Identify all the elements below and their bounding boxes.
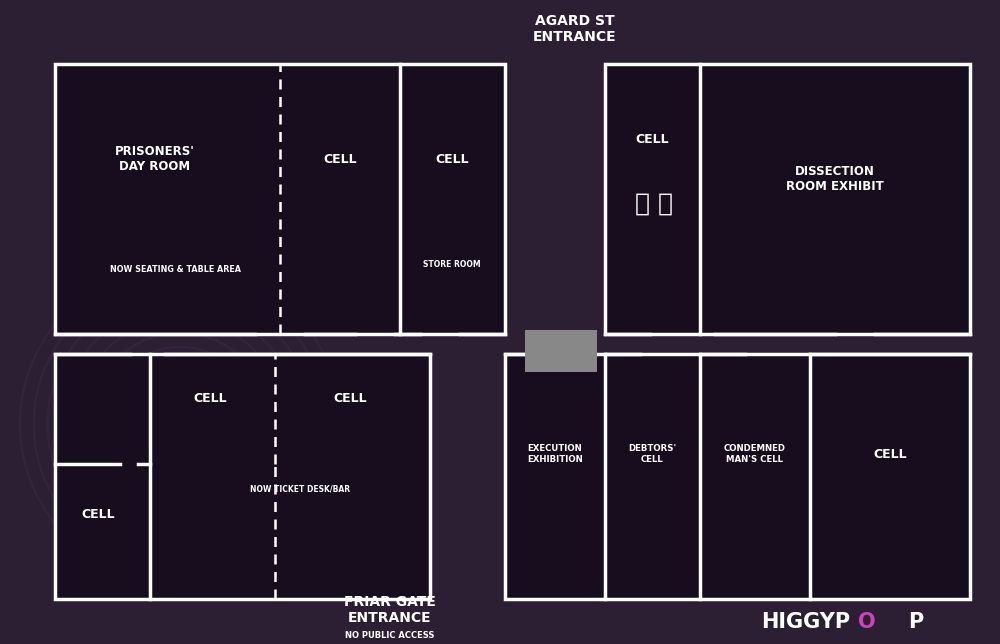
Text: ⚹: ⚹ bbox=[635, 192, 650, 216]
Text: CELL: CELL bbox=[193, 392, 227, 406]
Text: HIGGYP: HIGGYP bbox=[761, 612, 850, 632]
Text: CELL: CELL bbox=[873, 448, 907, 460]
Bar bbox=[505, 354, 970, 599]
Text: CELL: CELL bbox=[635, 133, 669, 146]
Bar bbox=[55, 354, 430, 599]
Text: CELL: CELL bbox=[333, 392, 367, 406]
Text: CELL: CELL bbox=[435, 153, 469, 166]
Text: NOW SEATING & TABLE AREA: NOW SEATING & TABLE AREA bbox=[110, 265, 240, 274]
Text: DEBTORS'
CELL: DEBTORS' CELL bbox=[628, 444, 676, 464]
Text: CELL: CELL bbox=[81, 507, 115, 520]
Bar bbox=[605, 64, 970, 334]
Text: EXECUTION
EXHIBITION: EXECUTION EXHIBITION bbox=[527, 444, 583, 464]
Bar bbox=[525, 330, 597, 372]
Text: AGARD ST
ENTRANCE: AGARD ST ENTRANCE bbox=[533, 14, 617, 44]
Text: PRISONERS'
DAY ROOM: PRISONERS' DAY ROOM bbox=[115, 145, 195, 173]
Bar bbox=[55, 64, 505, 334]
Text: CONDEMNED
MAN'S CELL: CONDEMNED MAN'S CELL bbox=[724, 444, 786, 464]
Text: NO PUBLIC ACCESS: NO PUBLIC ACCESS bbox=[345, 632, 435, 641]
Text: FRIAR GATE
ENTRANCE: FRIAR GATE ENTRANCE bbox=[344, 595, 436, 625]
Text: CELL: CELL bbox=[323, 153, 357, 166]
Text: NOW TICKET DESK/BAR: NOW TICKET DESK/BAR bbox=[250, 484, 350, 493]
Text: O: O bbox=[858, 612, 876, 632]
Text: P: P bbox=[908, 612, 923, 632]
Text: STORE ROOM: STORE ROOM bbox=[423, 260, 481, 269]
Text: ⚹: ⚹ bbox=[658, 192, 672, 216]
Text: DISSECTION
ROOM EXHIBIT: DISSECTION ROOM EXHIBIT bbox=[786, 165, 884, 193]
